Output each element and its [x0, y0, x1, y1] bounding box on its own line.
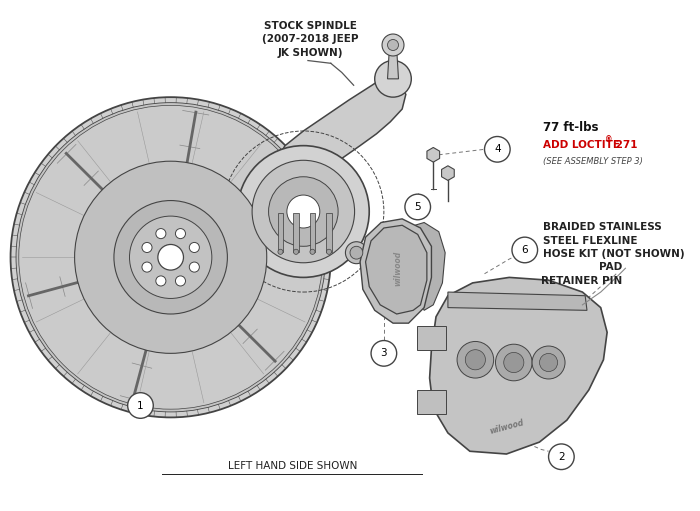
Polygon shape [278, 222, 360, 259]
Circle shape [127, 392, 153, 419]
Bar [416, 326, 446, 350]
Circle shape [512, 237, 538, 263]
Bar [326, 214, 332, 252]
Circle shape [10, 97, 331, 417]
Text: wilwood: wilwood [393, 250, 402, 286]
Circle shape [176, 276, 186, 286]
Circle shape [252, 160, 355, 263]
Text: BRAIDED STAINLESS
STEEL FLEXLINE
HOSE KIT (NOT SHOWN): BRAIDED STAINLESS STEEL FLEXLINE HOSE KI… [543, 222, 685, 260]
Polygon shape [430, 277, 607, 454]
Circle shape [540, 354, 558, 371]
Circle shape [549, 444, 574, 470]
Circle shape [457, 341, 494, 378]
Text: 2: 2 [558, 452, 565, 462]
Text: PAD
RETAINER PIN: PAD RETAINER PIN [540, 262, 622, 286]
Circle shape [326, 249, 332, 254]
Circle shape [142, 262, 152, 272]
Circle shape [156, 228, 166, 239]
Circle shape [413, 200, 422, 209]
Bar [310, 214, 315, 252]
Polygon shape [415, 222, 445, 310]
Circle shape [156, 276, 166, 286]
Circle shape [189, 262, 199, 272]
Circle shape [269, 177, 338, 246]
Polygon shape [260, 76, 406, 235]
Text: 1: 1 [137, 401, 144, 410]
Circle shape [382, 34, 404, 56]
Circle shape [130, 216, 212, 298]
Circle shape [388, 39, 398, 51]
Text: 271: 271 [612, 140, 637, 150]
Polygon shape [365, 225, 427, 314]
Bar [293, 214, 299, 252]
Polygon shape [427, 148, 440, 162]
Text: 6: 6 [522, 245, 528, 255]
Circle shape [287, 195, 320, 228]
Text: 5: 5 [414, 202, 421, 212]
Circle shape [345, 242, 368, 264]
Circle shape [371, 340, 397, 366]
Text: LEFT HAND SIDE SHOWN: LEFT HAND SIDE SHOWN [228, 461, 357, 471]
Bar [416, 390, 446, 414]
Circle shape [19, 105, 323, 409]
Text: STOCK SPINDLE
(2007-2018 JEEP
JK SHOWN): STOCK SPINDLE (2007-2018 JEEP JK SHOWN) [262, 20, 359, 58]
Circle shape [466, 350, 485, 370]
Text: (SEE ASSEMBLY STEP 3): (SEE ASSEMBLY STEP 3) [543, 157, 643, 166]
Polygon shape [442, 166, 454, 180]
Circle shape [293, 249, 299, 254]
Circle shape [176, 228, 186, 239]
Text: ®: ® [606, 135, 612, 145]
Circle shape [237, 146, 369, 277]
Circle shape [75, 161, 267, 353]
Circle shape [350, 246, 363, 259]
Circle shape [405, 194, 430, 220]
Circle shape [374, 60, 412, 97]
Circle shape [504, 353, 524, 373]
Text: 4: 4 [494, 144, 500, 154]
Circle shape [484, 136, 510, 162]
Circle shape [496, 344, 532, 381]
Circle shape [532, 346, 565, 379]
Circle shape [114, 200, 228, 314]
Circle shape [189, 242, 199, 252]
Bar [278, 214, 283, 252]
Circle shape [310, 249, 315, 254]
Text: ADD LOCTITE: ADD LOCTITE [543, 140, 620, 150]
Circle shape [278, 249, 283, 254]
Polygon shape [360, 219, 431, 323]
Circle shape [158, 244, 183, 270]
Circle shape [142, 242, 152, 252]
Circle shape [16, 103, 326, 412]
Text: 77 ft-lbs: 77 ft-lbs [543, 121, 598, 134]
Circle shape [410, 196, 426, 213]
Text: 3: 3 [381, 349, 387, 358]
Text: wilwood: wilwood [489, 417, 525, 435]
Polygon shape [388, 49, 398, 79]
Polygon shape [448, 292, 587, 310]
